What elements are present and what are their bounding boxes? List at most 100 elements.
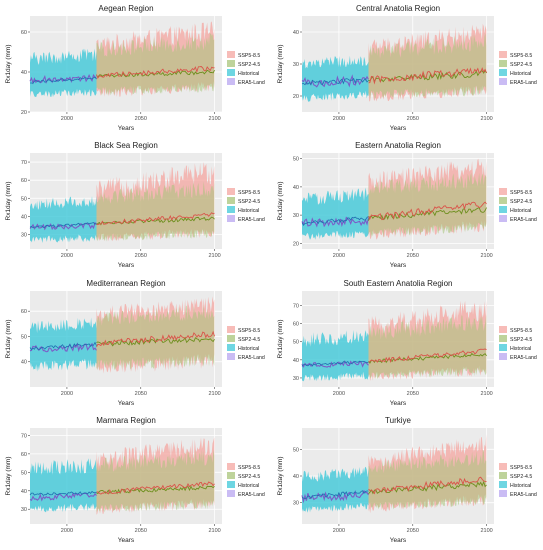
- y-axis-label: Rx1day (mm): [277, 319, 284, 358]
- chart-panel: 2000 2050 2100 40 50 60 Mediterranean Region Ye…: [5, 279, 265, 407]
- band-historical: [302, 330, 369, 382]
- chart-panel: 2000 2050 2100 20 30 40 50 Eastern Anatolia Reg…: [277, 141, 537, 269]
- y-tick-label: 30: [21, 507, 27, 513]
- line-era5-land: [301, 74, 369, 88]
- line-ssp5-8-5: [96, 481, 215, 495]
- y-tick-label: 30: [293, 213, 299, 219]
- legend-label: SSP5-8.5: [238, 190, 260, 196]
- legend-label: ERA5-Land: [510, 355, 537, 361]
- x-tick-label: 2100: [480, 528, 492, 534]
- legend-label: Historical: [238, 346, 259, 352]
- y-tick-label: 30: [293, 62, 299, 68]
- x-axis-label: Years: [118, 537, 135, 544]
- line-ssp5-8-5: [96, 212, 215, 226]
- legend-label: Historical: [510, 483, 531, 489]
- legend-key: [227, 490, 235, 497]
- legend-label: ERA5-Land: [510, 217, 537, 223]
- legend-key: [499, 472, 507, 479]
- legend-label: SSP5-8.5: [238, 53, 260, 59]
- legend-label: Historical: [238, 208, 259, 214]
- legend-label: ERA5-Land: [238, 492, 265, 498]
- legend-key: [227, 353, 235, 360]
- chart-panel: 2000 2050 2100 30 40 50 60 70 South Eastern Anat…: [277, 279, 537, 407]
- legend-key: [499, 463, 507, 470]
- legend-key: [227, 326, 235, 333]
- y-tick-label: 40: [293, 185, 299, 191]
- x-tick-label: 2000: [61, 116, 73, 122]
- x-tick-label: 2100: [480, 116, 492, 122]
- band-historical: [302, 466, 369, 513]
- legend-key: [499, 78, 507, 85]
- legend-key: [227, 51, 235, 58]
- y-tick-label: 40: [293, 30, 299, 36]
- legend-key: [499, 353, 507, 360]
- x-axis-label: Years: [390, 125, 407, 132]
- legend-label: SSP5-8.5: [238, 465, 260, 471]
- y-axis-label: Rx1day (mm): [5, 456, 12, 495]
- y-tick-label: 40: [21, 360, 27, 366]
- y-axis-label: Rx1day (mm): [5, 44, 12, 83]
- band-ssp2-4-5: [96, 33, 215, 96]
- x-tick-label: 2050: [135, 116, 147, 122]
- legend-label: SSP2-4.5: [238, 337, 260, 343]
- legend-label: Historical: [510, 346, 531, 352]
- legend-key: [227, 344, 235, 351]
- legend-label: SSP5-8.5: [510, 328, 532, 334]
- legend-label: SSP5-8.5: [510, 465, 532, 471]
- band-historical: [30, 458, 97, 513]
- legend-key: [499, 326, 507, 333]
- legend-key: [227, 69, 235, 76]
- y-tick-label: 70: [293, 303, 299, 309]
- band-historical: [302, 187, 369, 240]
- legend-key: [499, 481, 507, 488]
- y-axis-label: Rx1day (mm): [5, 181, 12, 220]
- line-historical: [301, 216, 369, 227]
- legend-label: SSP5-8.5: [238, 328, 260, 334]
- band-ssp2-4-5: [368, 172, 487, 238]
- line-historical: [301, 77, 369, 86]
- y-tick-label: 40: [21, 489, 27, 495]
- x-tick-label: 2050: [135, 253, 147, 259]
- chart-panel: 2000 2050 2100 30 40 50 60 70 Marmara Region Year…: [5, 416, 265, 544]
- x-axis-label: Years: [118, 125, 135, 132]
- legend-key: [227, 78, 235, 85]
- x-tick-label: 2000: [61, 391, 73, 397]
- y-axis-label: Rx1day (mm): [277, 44, 284, 83]
- chart-title: Black Sea Region: [94, 141, 158, 150]
- y-tick-label: 60: [21, 309, 27, 315]
- x-axis-label: Years: [390, 262, 407, 269]
- line-ssp2-4-5: [368, 480, 487, 495]
- line-ssp5-8-5: [96, 66, 215, 79]
- chart-title: Eastern Anatolia Region: [355, 141, 441, 150]
- band-ssp2-4-5: [96, 305, 215, 371]
- band-ssp2-4-5: [96, 181, 215, 242]
- legend-key: [227, 215, 235, 222]
- legend-key: [499, 51, 507, 58]
- y-tick-label: 40: [21, 70, 27, 76]
- legend-key: [227, 206, 235, 213]
- x-tick-label: 2100: [480, 391, 492, 397]
- x-tick-label: 2100: [208, 116, 220, 122]
- band-historical: [302, 55, 369, 102]
- y-tick-label: 30: [21, 233, 27, 239]
- legend-label: Historical: [238, 483, 259, 489]
- y-tick-label: 40: [21, 214, 27, 220]
- legend-label: SSP2-4.5: [510, 337, 532, 343]
- chart-title: Aegean Region: [98, 4, 153, 13]
- y-tick-label: 30: [293, 376, 299, 382]
- legend-key: [499, 490, 507, 497]
- line-ssp2-4-5: [96, 336, 215, 347]
- y-axis-label: Rx1day (mm): [277, 181, 284, 220]
- x-tick-label: 2050: [135, 528, 147, 534]
- chart-title: South Eastern Anatolia Region: [344, 279, 453, 288]
- y-axis-label: Rx1day (mm): [5, 319, 12, 358]
- line-era5-land: [301, 489, 369, 504]
- line-historical: [301, 360, 369, 367]
- x-tick-label: 2000: [333, 528, 345, 534]
- band-ssp2-4-5: [368, 450, 487, 510]
- chart-panel: 2000 2050 2100 30 40 50 Turkiye Years Rx1day (mm…: [277, 416, 537, 544]
- legend-label: SSP2-4.5: [510, 474, 532, 480]
- legend-key: [499, 60, 507, 67]
- legend-key: [227, 463, 235, 470]
